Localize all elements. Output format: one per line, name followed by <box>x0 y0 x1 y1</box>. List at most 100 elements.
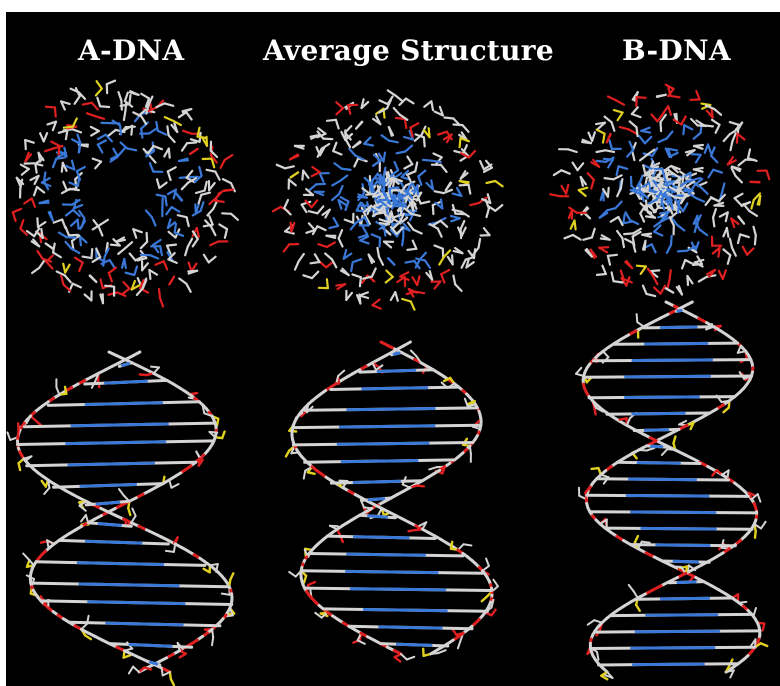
bond <box>135 287 144 296</box>
bond <box>395 150 407 155</box>
bond <box>127 583 180 588</box>
bond <box>324 252 334 261</box>
bond <box>317 243 328 249</box>
a-dna-top-view <box>11 79 239 308</box>
bond <box>452 250 464 255</box>
bond <box>109 155 120 163</box>
bond <box>655 93 667 99</box>
bond <box>81 101 93 106</box>
bond <box>405 189 414 199</box>
bond <box>309 260 321 265</box>
bond <box>310 270 320 280</box>
bond <box>665 243 673 254</box>
bond <box>649 176 660 183</box>
bond <box>419 200 431 205</box>
bond <box>711 469 718 477</box>
bond <box>99 218 110 226</box>
bond <box>590 178 595 190</box>
bond <box>415 484 425 488</box>
bond <box>191 226 198 238</box>
bond <box>158 296 165 308</box>
bond <box>99 278 104 290</box>
bond <box>95 80 103 90</box>
bond <box>394 94 404 103</box>
bond <box>644 168 655 175</box>
bond <box>459 172 469 180</box>
bond <box>729 669 735 679</box>
bond <box>449 540 454 550</box>
bond <box>221 212 233 215</box>
bond <box>44 105 57 109</box>
bond <box>438 255 445 266</box>
bond <box>680 115 687 126</box>
bond <box>712 168 723 174</box>
bond <box>124 379 148 384</box>
bond <box>173 222 177 234</box>
bond <box>697 275 708 283</box>
bond <box>308 183 318 192</box>
bond <box>367 497 378 502</box>
bond <box>399 271 410 278</box>
bond <box>284 230 295 235</box>
bond <box>30 197 37 208</box>
bond <box>147 127 158 135</box>
bond <box>32 162 44 167</box>
molecular-scene <box>6 79 771 686</box>
bond <box>733 192 744 200</box>
bond <box>172 188 177 200</box>
bond <box>378 236 382 248</box>
bond <box>730 246 737 257</box>
bond <box>667 575 680 584</box>
bond <box>339 269 350 277</box>
bond <box>669 234 673 246</box>
bond <box>398 212 405 224</box>
bond <box>664 83 675 91</box>
bond <box>134 255 145 262</box>
bond <box>736 132 746 141</box>
bond <box>124 271 136 277</box>
bond <box>353 157 360 168</box>
bond <box>78 582 131 587</box>
bond <box>695 119 706 127</box>
bond <box>442 376 452 383</box>
bond <box>433 280 442 290</box>
bond <box>677 423 689 431</box>
bond <box>661 167 666 179</box>
bond <box>725 669 735 673</box>
bond <box>76 133 82 145</box>
bond <box>676 223 686 232</box>
bond <box>396 204 408 208</box>
bond <box>40 177 51 184</box>
bond <box>638 153 649 162</box>
bond <box>395 226 405 235</box>
bond <box>206 207 215 217</box>
bond <box>402 222 411 232</box>
bond <box>293 260 300 271</box>
bond <box>210 154 218 164</box>
bond <box>349 221 358 231</box>
bond <box>485 557 490 567</box>
bond <box>404 97 415 105</box>
bond <box>132 665 140 673</box>
bond <box>313 253 321 264</box>
bond <box>359 235 370 242</box>
bond <box>137 108 147 117</box>
bond <box>122 280 131 290</box>
bond <box>740 201 752 208</box>
bond <box>413 259 421 270</box>
bond <box>686 571 698 579</box>
bond <box>41 257 53 263</box>
bond <box>331 179 342 187</box>
bond <box>118 124 123 136</box>
bond <box>148 268 152 280</box>
bond <box>283 198 290 210</box>
bond <box>695 89 701 101</box>
bond <box>370 267 377 278</box>
bond <box>318 146 326 157</box>
bond <box>103 247 110 258</box>
bond <box>65 441 118 446</box>
bond <box>639 265 648 275</box>
bond <box>433 244 444 250</box>
bond <box>705 268 717 276</box>
bond <box>208 430 219 434</box>
